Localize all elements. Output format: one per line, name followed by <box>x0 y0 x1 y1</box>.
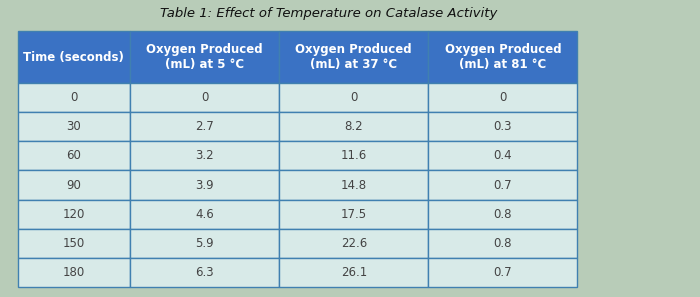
Bar <box>130 141 279 170</box>
Text: 0: 0 <box>70 91 78 104</box>
Text: Oxygen Produced
(mL) at 81 °C: Oxygen Produced (mL) at 81 °C <box>444 43 561 71</box>
Text: 30: 30 <box>66 120 81 133</box>
Text: 26.1: 26.1 <box>341 266 367 279</box>
Text: 8.2: 8.2 <box>344 120 363 133</box>
Bar <box>18 170 130 200</box>
Text: 90: 90 <box>66 178 81 192</box>
Text: Table 1: Effect of Temperature on Catalase Activity: Table 1: Effect of Temperature on Catala… <box>160 7 498 20</box>
Text: 0.7: 0.7 <box>494 178 512 192</box>
Bar <box>130 83 279 112</box>
Text: 0: 0 <box>201 91 209 104</box>
Bar <box>428 170 578 200</box>
Text: 14.8: 14.8 <box>341 178 367 192</box>
Bar <box>428 258 578 287</box>
Text: 0.8: 0.8 <box>494 208 512 221</box>
Bar <box>428 112 578 141</box>
Bar <box>279 31 428 83</box>
Bar <box>279 229 428 258</box>
Bar <box>279 141 428 170</box>
Bar <box>130 170 279 200</box>
Text: 150: 150 <box>63 237 85 250</box>
Bar <box>428 141 578 170</box>
Bar <box>18 141 130 170</box>
Text: 3.2: 3.2 <box>195 149 214 162</box>
Text: Oxygen Produced
(mL) at 5 °C: Oxygen Produced (mL) at 5 °C <box>146 43 263 71</box>
Bar <box>130 200 279 229</box>
Bar <box>18 83 130 112</box>
Bar <box>279 200 428 229</box>
Text: 11.6: 11.6 <box>341 149 367 162</box>
Bar <box>279 112 428 141</box>
Text: 0.4: 0.4 <box>494 149 512 162</box>
Text: 60: 60 <box>66 149 81 162</box>
Text: 0.7: 0.7 <box>494 266 512 279</box>
Bar <box>18 200 130 229</box>
Bar <box>18 112 130 141</box>
Bar <box>18 258 130 287</box>
Text: 0.8: 0.8 <box>494 237 512 250</box>
Text: 4.6: 4.6 <box>195 208 214 221</box>
Bar <box>428 200 578 229</box>
Text: 180: 180 <box>63 266 85 279</box>
Text: 22.6: 22.6 <box>341 237 367 250</box>
Text: 0: 0 <box>350 91 358 104</box>
Bar <box>279 258 428 287</box>
Text: 17.5: 17.5 <box>341 208 367 221</box>
Text: Time (seconds): Time (seconds) <box>23 51 124 64</box>
Bar <box>130 258 279 287</box>
Bar <box>18 31 130 83</box>
Text: 0: 0 <box>499 91 507 104</box>
Bar <box>130 112 279 141</box>
Bar <box>428 31 578 83</box>
Text: 3.9: 3.9 <box>195 178 214 192</box>
Text: 6.3: 6.3 <box>195 266 214 279</box>
Bar <box>130 31 279 83</box>
Bar <box>18 229 130 258</box>
Text: 5.9: 5.9 <box>195 237 214 250</box>
Text: Oxygen Produced
(mL) at 37 °C: Oxygen Produced (mL) at 37 °C <box>295 43 412 71</box>
Bar <box>279 83 428 112</box>
Bar <box>279 170 428 200</box>
Text: 2.7: 2.7 <box>195 120 214 133</box>
Bar <box>130 229 279 258</box>
Bar <box>428 229 578 258</box>
Text: 0.3: 0.3 <box>494 120 512 133</box>
Bar <box>428 83 578 112</box>
Text: 120: 120 <box>62 208 85 221</box>
